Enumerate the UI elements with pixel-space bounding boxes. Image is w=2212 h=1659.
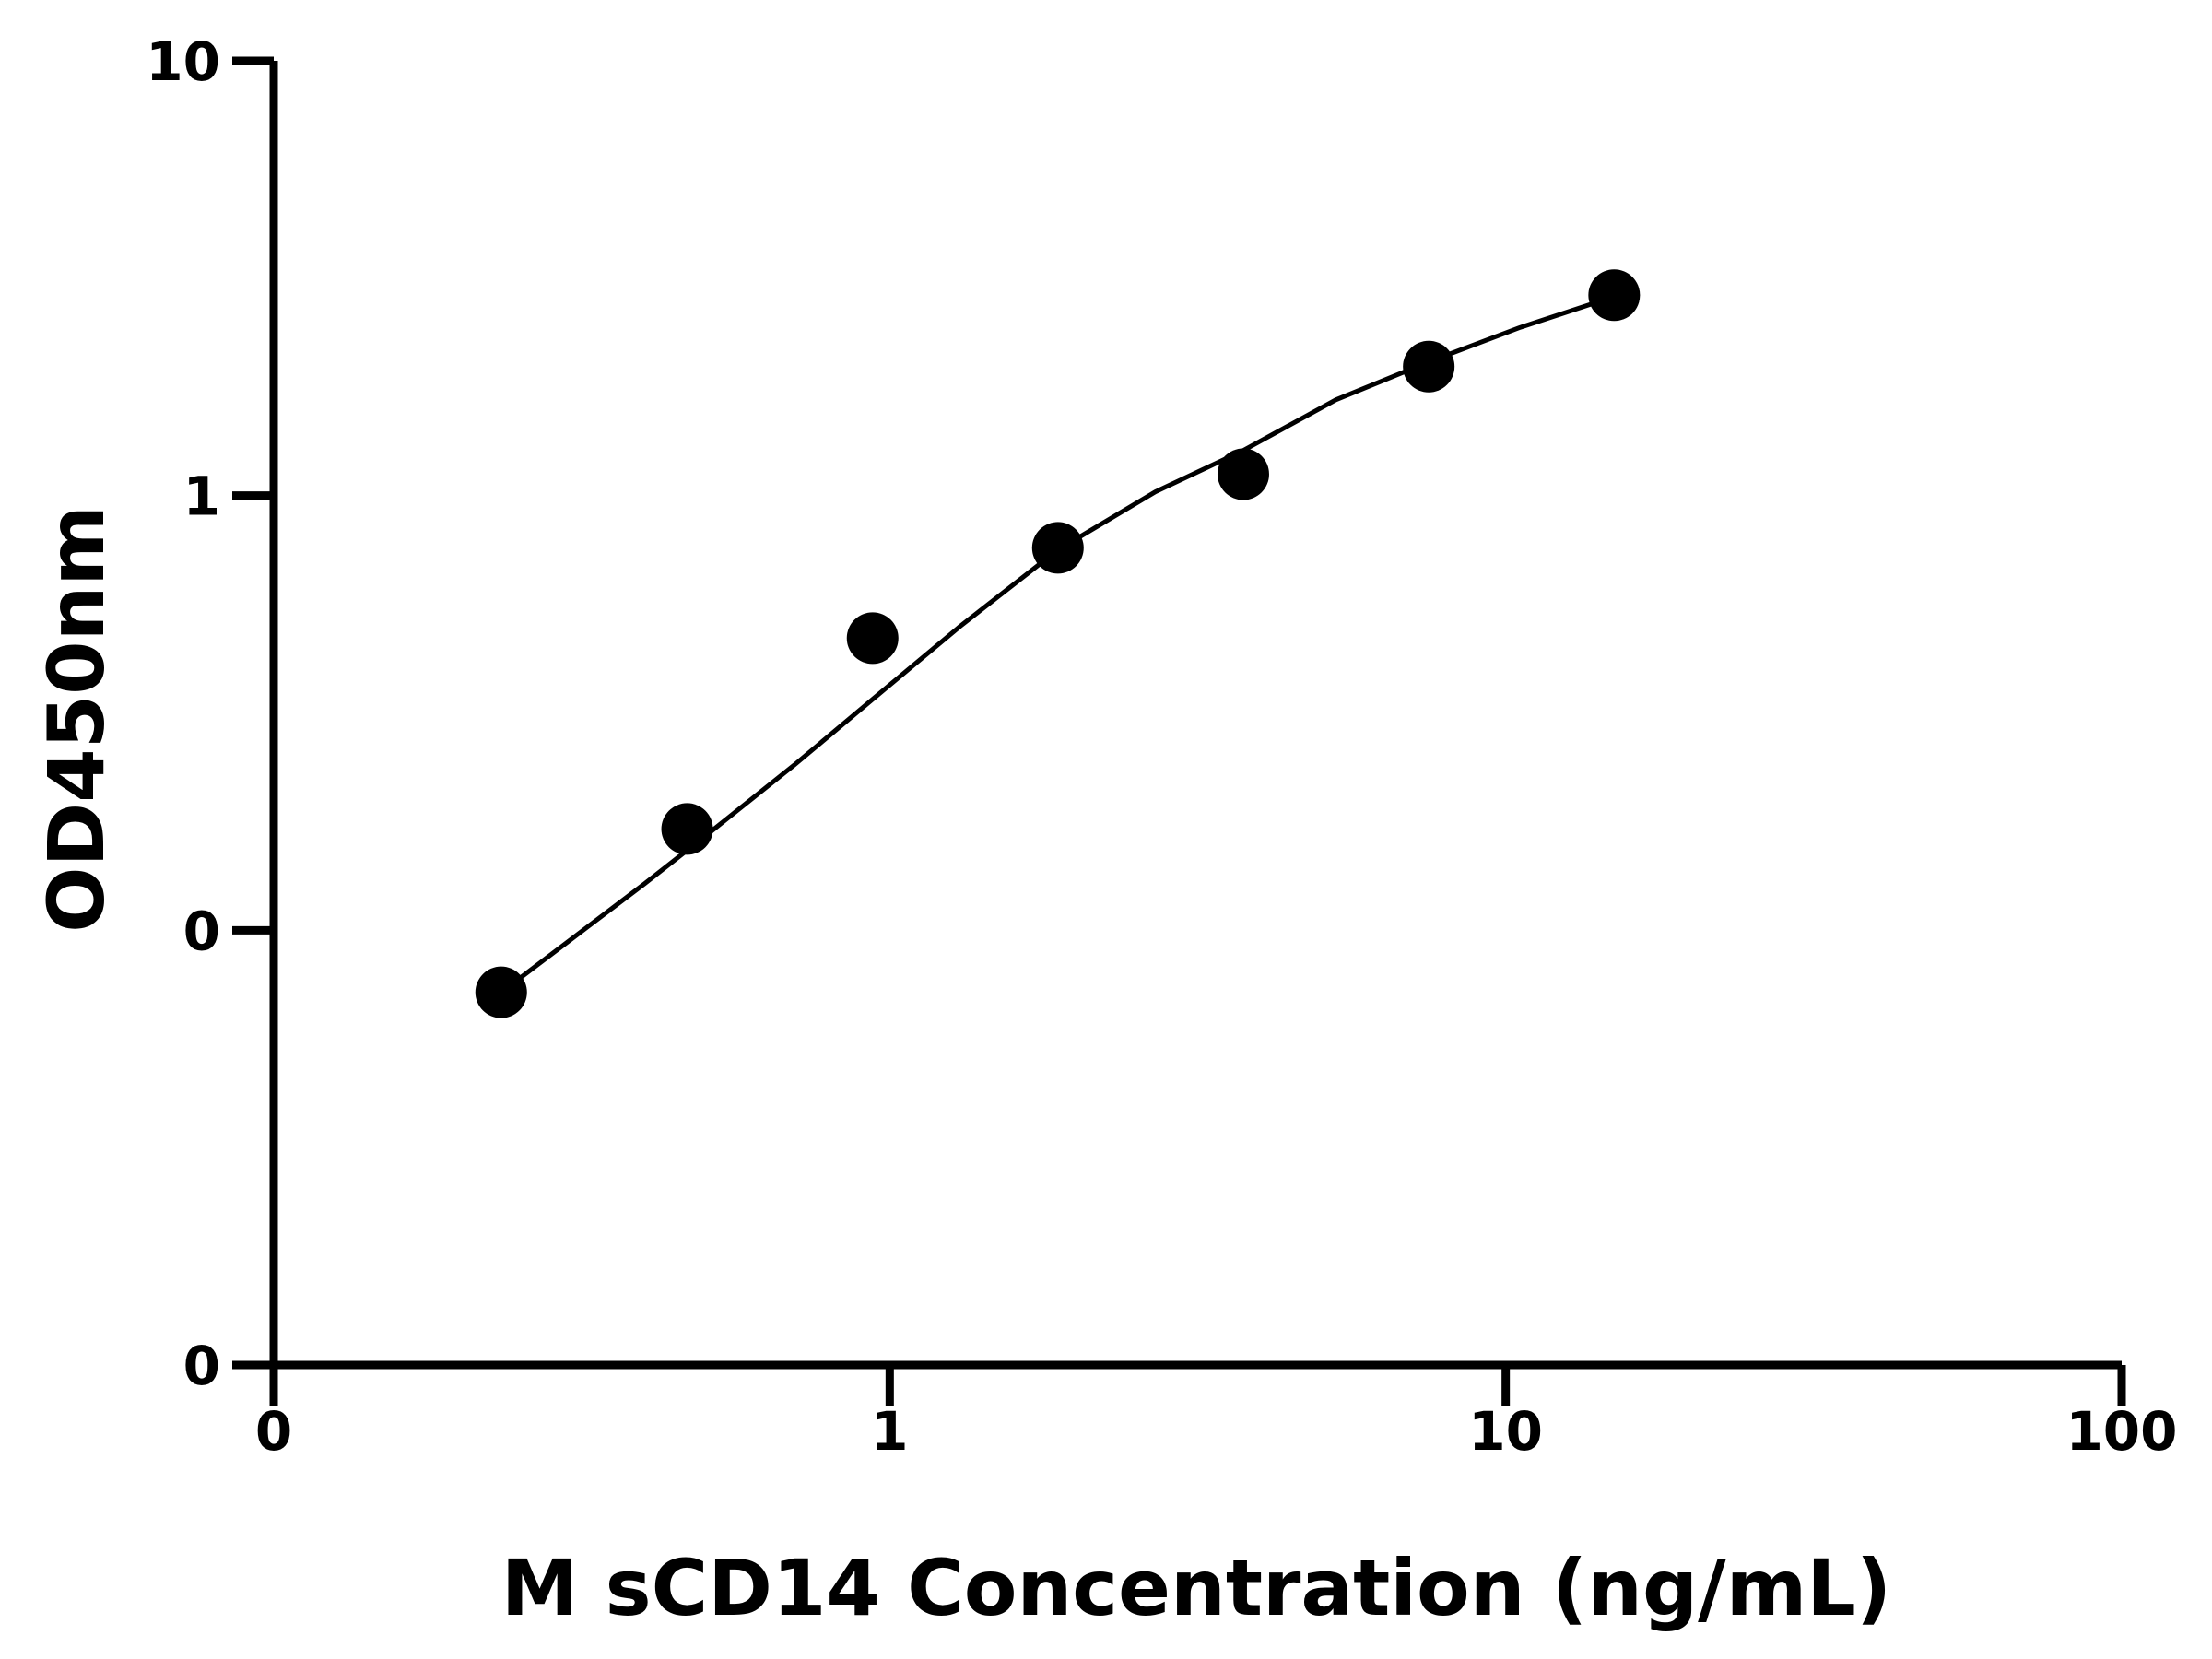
y-axis-title: OD450nm (31, 505, 122, 933)
x-tick-label-2: 10 (1468, 1400, 1543, 1463)
y-tick-label-3: 10 (146, 30, 220, 93)
x-tick-label-3: 100 (2065, 1400, 2177, 1463)
x-tick-label-0: 0 (255, 1400, 292, 1463)
data-point-0-4 (1217, 448, 1269, 500)
y-tick-label-0: 0 (183, 1335, 220, 1397)
data-point-0-5 (1403, 340, 1455, 393)
data-point-0-0 (475, 966, 527, 1018)
data-point-0-3 (1031, 522, 1084, 574)
data-points (475, 269, 1641, 1018)
fit-curve-line (500, 294, 1616, 994)
x-tick-label-1: 1 (871, 1400, 908, 1463)
y-tick-label-2: 1 (183, 465, 220, 528)
data-point-0-2 (846, 612, 899, 665)
ticks (232, 56, 2126, 1406)
y-tick-label-1: 0 (183, 900, 220, 962)
data-point-0-1 (661, 803, 713, 855)
x-axis-title: M sCD14 Concentration (ng/mL) (501, 1543, 1891, 1633)
data-point-0-6 (1588, 269, 1641, 322)
axes (232, 61, 2122, 1370)
